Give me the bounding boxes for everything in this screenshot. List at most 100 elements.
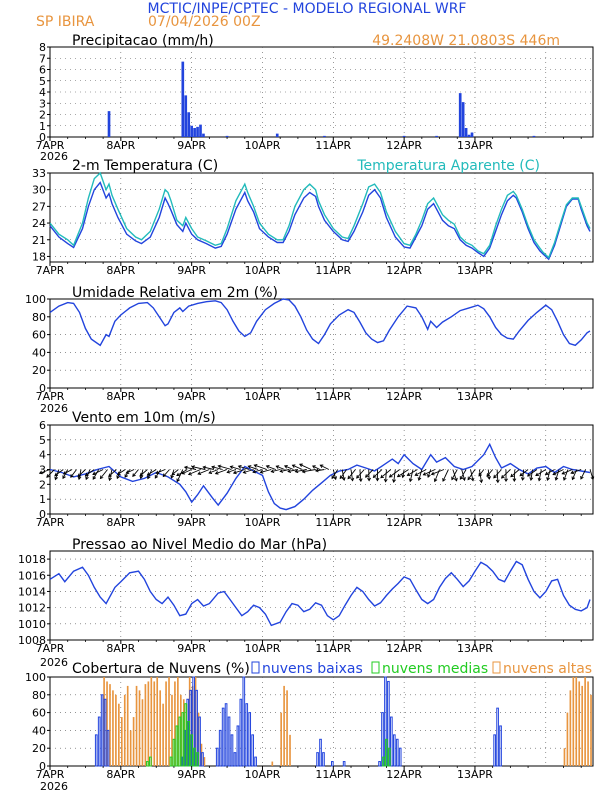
- wind-arrow: [373, 469, 383, 478]
- wind-arrow-head: [108, 477, 112, 482]
- cloud-bar-nuvens-baixas: [94, 734, 98, 767]
- precip-xticks: 7APR 8APR 9APR 10APR 11APR 12APR 13APR: [36, 137, 582, 152]
- precip-bar: [464, 128, 468, 137]
- series-line-2-m-temperatura-c-: [49, 181, 591, 261]
- wind-xticks: 7APR 8APR 9APR 10APR 11APR 12APR 13APR: [36, 514, 582, 529]
- temperature-panel: 18 21 24 27 30 33 7APR 8APR 9APR 10APR 11APR 12APR…: [32, 158, 594, 277]
- wind-arrow: [197, 469, 210, 475]
- wind-arrow-head: [356, 475, 360, 479]
- wind-arrow: [478, 469, 482, 483]
- wind-arrow: [276, 465, 285, 470]
- temperature-apparent-label: Temperatura Aparente (C): [356, 158, 540, 174]
- wind-arrow-head: [116, 471, 121, 476]
- precip-bars: [107, 61, 536, 137]
- wind-arrow: [347, 469, 356, 479]
- wind-arrow: [126, 469, 135, 474]
- y-tick-label: 6: [39, 64, 46, 77]
- wind-arrow-head: [54, 476, 58, 481]
- x-tick-label: 7APR: [36, 264, 65, 277]
- wind-arrow: [519, 469, 529, 477]
- x-tick-label: 13APR: [457, 642, 493, 655]
- cloud-bar-nuvens-baixas: [103, 698, 107, 767]
- precip-bar: [275, 133, 279, 137]
- wind-arrow-head: [92, 471, 97, 476]
- x-tick-label: 11APR: [315, 390, 351, 403]
- y-tick-label: 4: [39, 86, 46, 99]
- wind-arrow-head: [571, 476, 576, 481]
- y-tick-label: 80: [32, 311, 46, 324]
- y-tick-label: 1010: [18, 618, 46, 631]
- wind-arrow: [188, 469, 201, 475]
- wind-arrow-head: [331, 475, 335, 480]
- cloud-bar-nuvens-altas: [283, 685, 285, 766]
- wind-grid: [50, 425, 593, 514]
- x-tick-label: 8APR: [106, 516, 135, 529]
- wind-arrow: [46, 469, 55, 478]
- header-location: SP IBIRA: [36, 14, 95, 30]
- cloud-bar-nuvens-medias: [178, 716, 182, 767]
- wind-arrow-head: [364, 474, 369, 478]
- wind-arrow: [402, 469, 405, 478]
- wind-arrow: [442, 469, 449, 482]
- wind-arrow: [176, 469, 184, 482]
- cloud-bar-nuvens-altas: [153, 681, 156, 766]
- header-title: MCTIC/INPE/CPTEC - MODELO REGIONAL WRF: [148, 1, 467, 17]
- cloud-bar-nuvens-baixas: [230, 734, 234, 767]
- precip-bar: [458, 93, 462, 137]
- precip-bar: [181, 61, 185, 137]
- y-tick-label: 60: [32, 707, 46, 720]
- wind-arrow-head: [312, 465, 316, 469]
- humidity-yticks: 0 20 40 60 80 100: [25, 293, 50, 395]
- wind-arrow-head: [38, 470, 43, 475]
- wind-arrow-head: [237, 464, 242, 469]
- cloud-bar-nuvens-altas: [120, 717, 123, 766]
- cloud-bar-nuvens-altas: [150, 677, 153, 766]
- cloud-bar-nuvens-medias: [172, 738, 176, 767]
- wind-arrow-head: [470, 477, 475, 482]
- temperature-yticks: 18 21 24 27 30 33: [32, 167, 50, 263]
- wind-arrow: [100, 469, 108, 479]
- wind-arrow-head: [92, 476, 97, 480]
- y-tick-label: 30: [32, 184, 46, 197]
- wind-arrow: [260, 469, 272, 473]
- clouds-yticks: 0 20 40 60 80 100: [25, 671, 50, 773]
- wind-arrow: [527, 469, 538, 477]
- cloud-bar-nuvens-altas: [587, 681, 589, 766]
- x-tick-label: 13APR: [457, 516, 493, 529]
- humidity-title: Umidade Relativa em 2m (%): [72, 285, 278, 301]
- wind-arrow: [356, 469, 365, 479]
- y-tick-label: 1: [39, 493, 46, 506]
- humidity-xticks: 7APR 8APR 9APR 10APR 11APR 12APR 13APR: [36, 388, 582, 403]
- wind-arrow-head: [171, 471, 176, 476]
- y-tick-label: 40: [32, 724, 46, 737]
- wind-arrow-head: [350, 477, 355, 482]
- x-tick-label: 12APR: [386, 768, 422, 781]
- cloud-bar-nuvens-altas: [109, 684, 111, 766]
- wind-arrow-head: [590, 476, 595, 481]
- cloud-bar-nuvens-baixas: [316, 752, 319, 767]
- wind-arrow: [132, 469, 139, 477]
- wind-arrow: [486, 469, 494, 477]
- cloud-bar-nuvens-altas: [563, 748, 566, 766]
- precip-bar: [190, 125, 193, 137]
- wind-arrow: [538, 469, 542, 481]
- cloud-bar-nuvens-baixas: [227, 716, 231, 767]
- y-tick-label: 0: [39, 131, 46, 144]
- wind-arrow-head: [451, 476, 455, 481]
- wind-arrow: [545, 469, 555, 475]
- precip-bar: [187, 112, 191, 137]
- wind-arrow-head: [301, 469, 306, 474]
- cloud-bar-nuvens-altas: [132, 717, 135, 766]
- cloud-bar-nuvens-baixas: [248, 712, 252, 767]
- wind-arrow-head: [259, 469, 264, 474]
- wind-arrow-head: [270, 469, 275, 474]
- wind-arrow: [266, 465, 276, 470]
- y-tick-label: 1008: [18, 634, 46, 647]
- cloud-bar-nuvens-baixas: [496, 707, 499, 767]
- wind-arrow: [467, 469, 476, 480]
- y-tick-label: 21: [32, 234, 46, 247]
- temperature-xticks: 7APR 8APR 9APR 10APR 11APR 12APR 13APR: [36, 262, 582, 277]
- y-tick-label: 80: [32, 689, 46, 702]
- cloud-bar-nuvens-altas: [118, 703, 120, 766]
- x-tick-label: 10APR: [245, 264, 281, 277]
